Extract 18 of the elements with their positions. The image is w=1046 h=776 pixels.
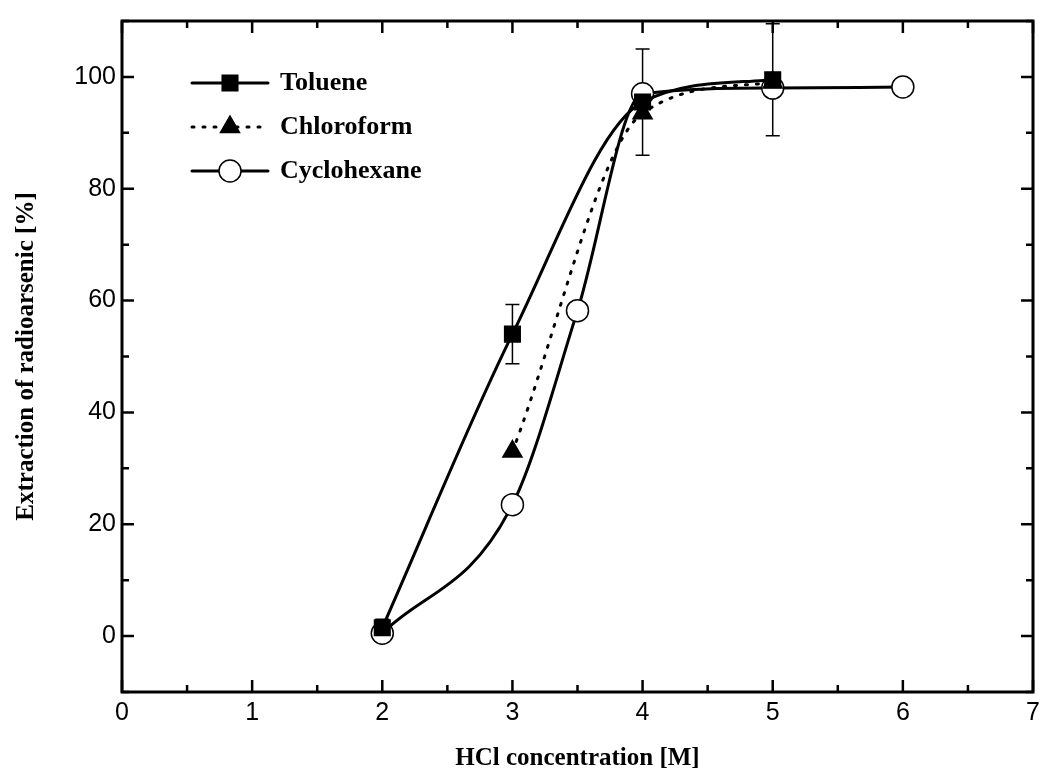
x-tick-label: 3 [505,696,520,725]
x-axis-title: HCl concentration [M] [455,743,700,771]
y-tick-label: 100 [74,60,116,89]
x-tick-label: 6 [895,696,910,725]
y-tick-label: 60 [88,284,116,313]
y-tick-label: 20 [88,508,116,537]
legend-label: Toluene [280,66,368,96]
y-tick-label: 40 [88,396,116,425]
legend-label: Cyclohexane [280,154,422,184]
legend-label: Chloroform [280,110,413,140]
x-tick-label: 1 [245,696,260,725]
x-tick-label: 4 [635,696,650,725]
y-axis-title: Extraction of radioarsenic [%] [11,192,39,521]
y-tick-label: 0 [102,619,116,648]
x-tick-label: 5 [765,696,780,725]
y-tick-label: 80 [88,172,116,201]
x-tick-label: 7 [1026,696,1040,725]
x-tick-label: 2 [375,696,390,725]
